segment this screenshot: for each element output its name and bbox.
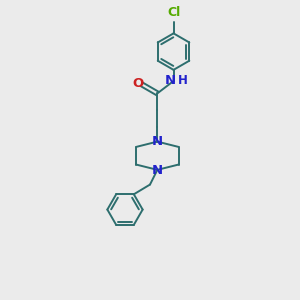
Text: N: N — [152, 134, 163, 148]
Text: N: N — [152, 164, 163, 177]
Text: Cl: Cl — [167, 6, 180, 19]
Text: H: H — [177, 74, 187, 87]
Text: N: N — [164, 74, 175, 87]
Text: O: O — [133, 77, 144, 90]
